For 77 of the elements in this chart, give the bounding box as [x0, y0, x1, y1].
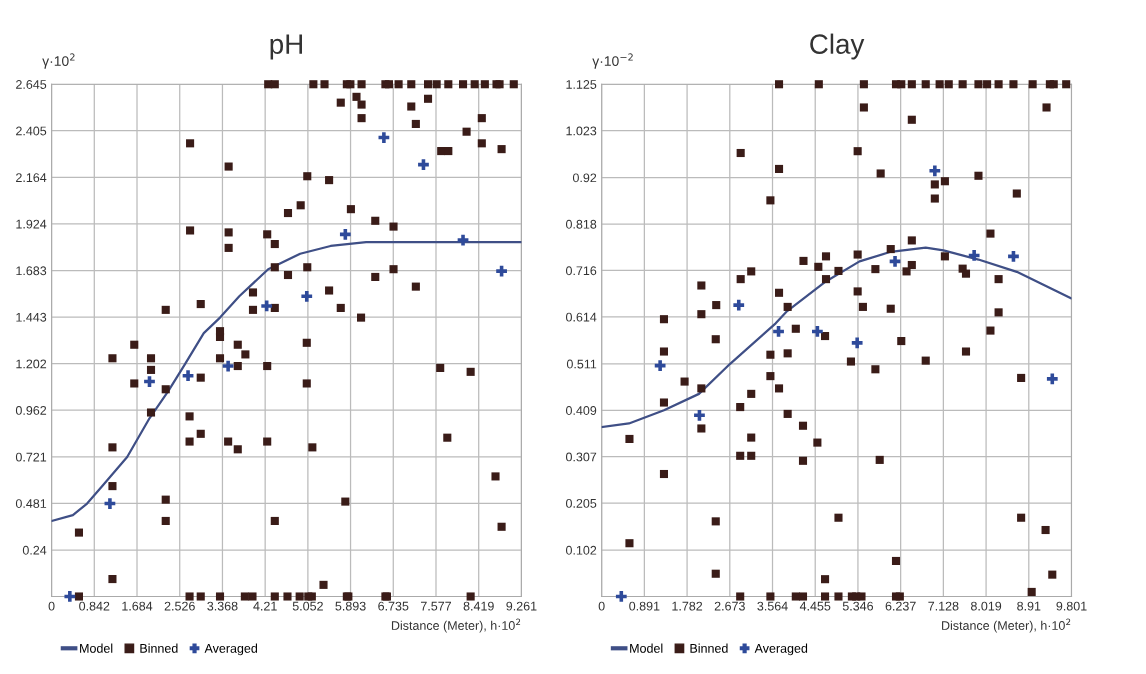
point	[694, 409, 705, 421]
chart-title: pH	[270, 34, 302, 60]
y-tick-label: 0.716	[566, 266, 597, 276]
legend-label: Model	[630, 643, 663, 653]
x-tick-label: 2.673	[714, 601, 745, 611]
x-axis-title: Distance (Meter), h·10$^{2}$	[942, 618, 1071, 633]
y-tick-label: 1.683	[16, 266, 47, 276]
x-tick-label: 9.261	[506, 601, 537, 611]
x-tick-label: 5.052	[292, 601, 323, 611]
x-tick-label: 8.419	[463, 601, 494, 611]
x-tick-label: 8.019	[970, 601, 1002, 611]
point	[182, 370, 194, 382]
x-tick-label: 1.684	[122, 601, 153, 611]
point	[457, 234, 469, 246]
x-tick-label: 3.368	[207, 601, 238, 611]
point	[496, 265, 507, 277]
y-axis-title: γ·10$^{−2}$	[592, 53, 633, 69]
chart-title: Clay	[810, 33, 865, 60]
y-axis-title: γ·10$^{2}$	[42, 53, 75, 69]
y-tick-label: 0.721	[15, 452, 47, 462]
point	[104, 498, 116, 509]
x-tick-label: 0.842	[79, 601, 110, 611]
line-series	[51, 240, 522, 523]
point	[301, 290, 313, 302]
x-axis-title: Distance (Meter), h·10$^{2}$	[391, 618, 521, 633]
y-tick-label: 0.511	[566, 359, 597, 369]
legend-label: Averaged	[204, 643, 258, 656]
y-tick-label: 1.202	[16, 359, 47, 369]
point	[654, 360, 666, 372]
y-tick-label: 0.205	[566, 498, 597, 508]
y-tick-label: 0.102	[566, 545, 597, 555]
point	[261, 300, 273, 312]
x-tick-label: 0.891	[629, 601, 660, 611]
x-tick-label: 6.237	[885, 601, 916, 611]
y-tick-label: 1.125	[566, 80, 597, 89]
y-tick-label: 0.92	[572, 173, 597, 183]
x-tick-label: 6.735	[378, 601, 409, 611]
x-tick-label: 9.801	[1056, 601, 1087, 611]
y-tick-label: 0.614	[566, 312, 597, 322]
y-tick-label: 1.023	[566, 126, 597, 136]
y-tick-label: 2.405	[16, 126, 47, 136]
x-tick-label: 4.455	[799, 601, 831, 611]
x-tick-label: 0	[48, 601, 55, 611]
x-tick-label: 7.577	[420, 601, 452, 611]
x-tick-label: 5.346	[842, 601, 874, 611]
legend-label: Averaged	[754, 643, 808, 656]
x-tick-label: 4.21	[253, 601, 277, 611]
y-tick-label: 0.24	[22, 545, 47, 555]
y-tick-label: 0.481	[15, 499, 47, 508]
y-tick-label: 1.443	[16, 312, 47, 322]
point	[1046, 373, 1058, 385]
y-tick-label: 0.409	[566, 406, 597, 415]
y-tick-label: 0.307	[566, 452, 597, 462]
y-tick-label: 2.164	[16, 173, 47, 183]
x-tick-label: 2.526	[164, 601, 195, 611]
x-tick-label: 0	[598, 601, 605, 611]
point	[929, 165, 941, 177]
x-tick-label: 3.564	[757, 601, 788, 611]
point	[733, 299, 745, 311]
x-tick-label: 8.91	[1017, 601, 1041, 611]
point	[64, 591, 76, 602]
line-series	[601, 246, 1072, 429]
legend-label: Binned	[140, 643, 178, 653]
x-tick-label: 5.893	[335, 601, 366, 611]
legend-label: Model	[80, 643, 113, 653]
y-tick-label: 1.924	[16, 219, 47, 229]
point	[851, 337, 863, 349]
point	[968, 250, 980, 261]
x-tick-label: 1.782	[672, 601, 703, 611]
y-tick-label: 2.645	[16, 80, 47, 89]
x-tick-label: 7.128	[928, 601, 959, 611]
point	[222, 360, 234, 372]
y-tick-label: 0.818	[566, 219, 597, 229]
legend-label: Binned	[690, 643, 728, 653]
y-tick-label: 0.962	[15, 405, 47, 415]
point	[378, 132, 390, 143]
point	[889, 255, 901, 267]
